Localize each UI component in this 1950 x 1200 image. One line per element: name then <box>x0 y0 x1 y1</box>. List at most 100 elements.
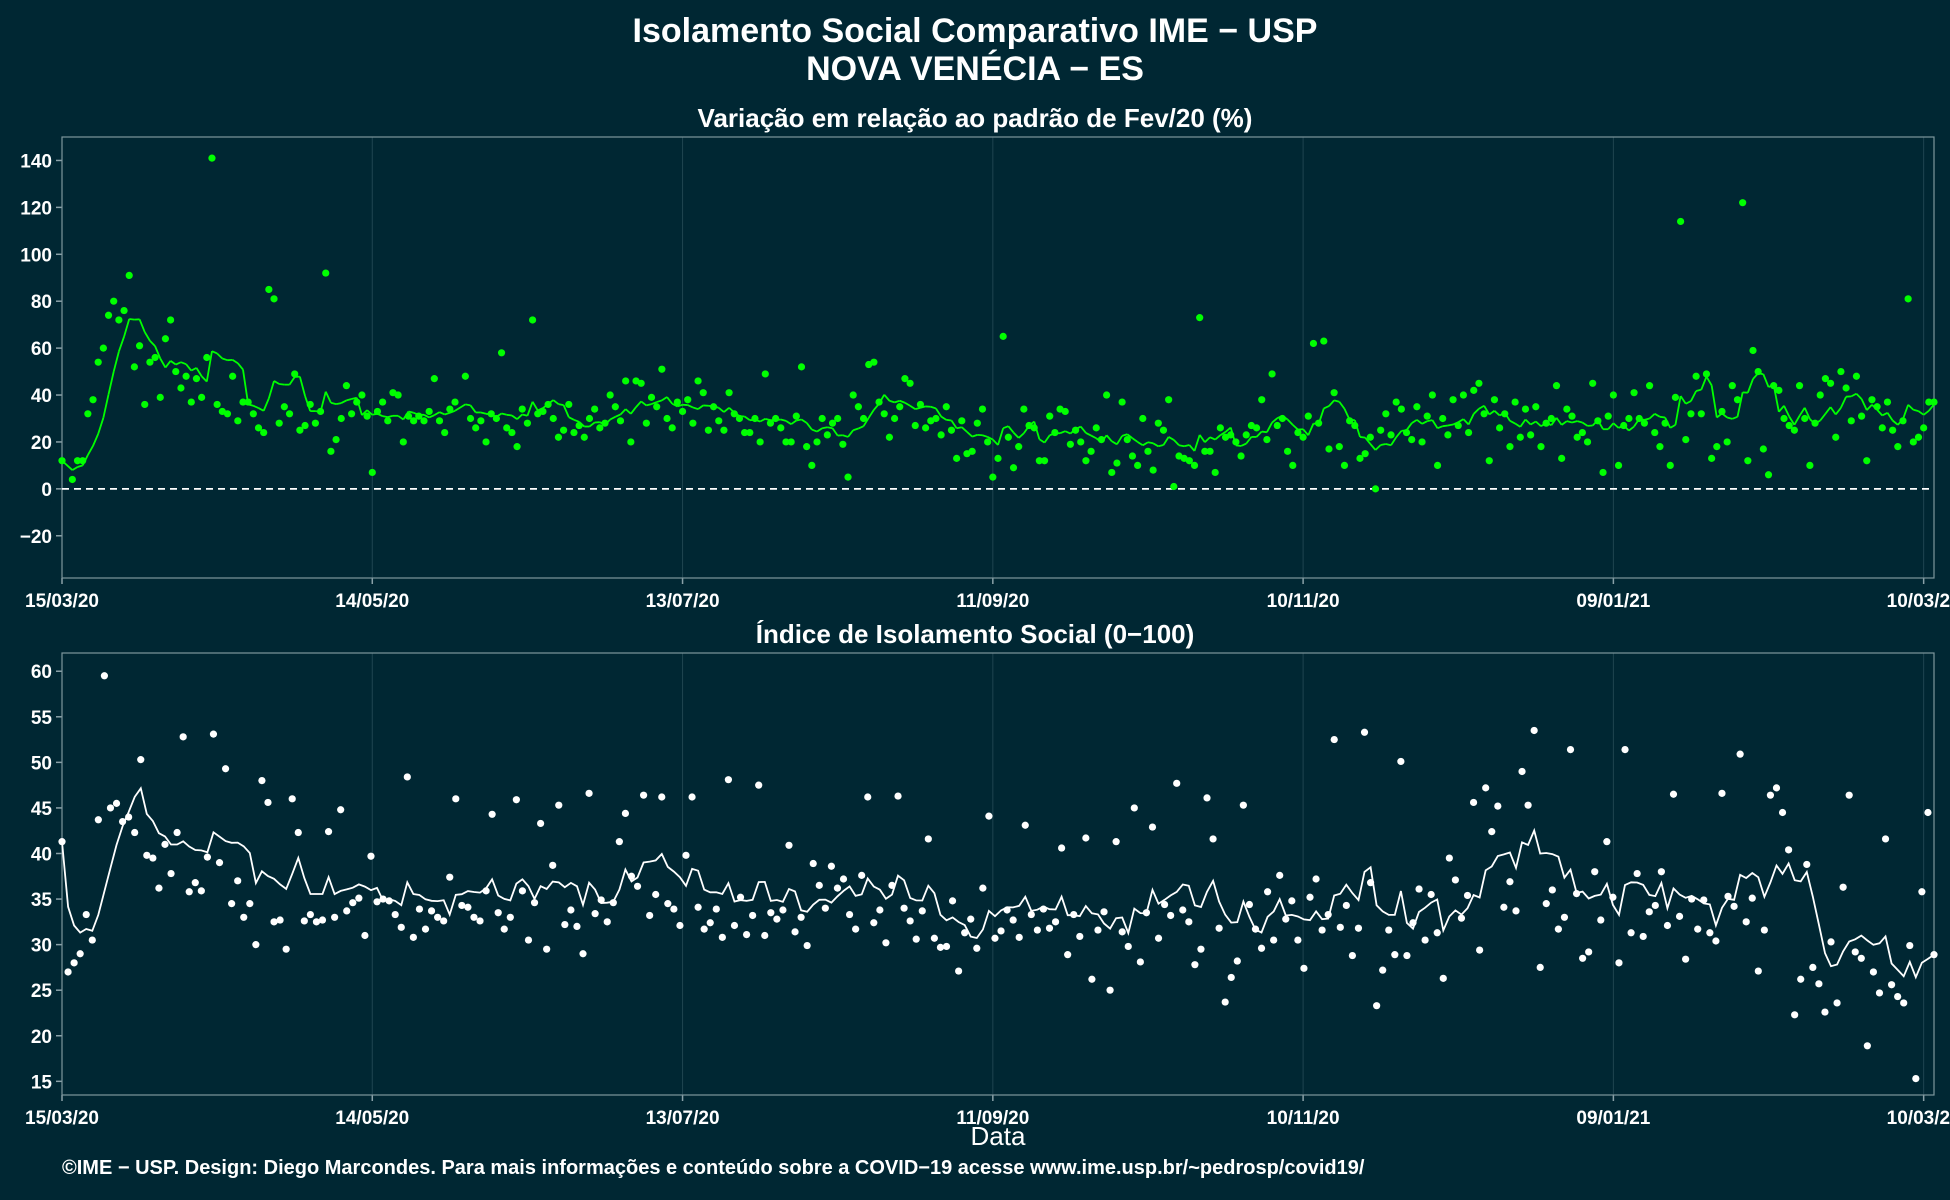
variation-moving-average-segment <box>1793 415 1801 426</box>
index-data-point <box>1270 936 1278 944</box>
variation-moving-average-segment <box>630 406 637 415</box>
index-data-point <box>948 897 957 905</box>
index-data-point <box>979 884 987 892</box>
index-data-point <box>1251 925 1260 933</box>
index-data-point <box>1772 784 1781 792</box>
variation-moving-average-segment <box>1555 417 1563 426</box>
variation-data-point <box>477 417 485 425</box>
variation-moving-average-segment <box>1462 418 1470 426</box>
index-data-point <box>1045 924 1054 932</box>
variation-moving-average-segment <box>697 404 704 410</box>
index-data-point <box>1179 906 1187 914</box>
variation-moving-average-segment <box>609 416 616 421</box>
index-y-tick-label: 55 <box>31 708 53 729</box>
variation-data-point <box>192 375 201 383</box>
variation-data-point <box>384 417 392 425</box>
variation-moving-average-segment <box>1219 431 1227 436</box>
variation-moving-average-segment <box>1255 430 1263 438</box>
variation-data-point <box>1351 421 1359 430</box>
variation-data-point <box>999 332 1007 340</box>
variation-moving-average-segment <box>195 367 203 377</box>
variation-data-point <box>684 396 692 404</box>
index-data-point <box>967 915 975 923</box>
index-data-point <box>1197 945 1205 953</box>
variation-data-point <box>544 400 552 409</box>
variation-moving-average-segment <box>190 367 197 372</box>
index-data-point <box>1027 910 1035 919</box>
variation-moving-average-segment <box>1902 404 1909 420</box>
index-data-point <box>1887 981 1896 989</box>
index-data-point <box>809 859 817 868</box>
index-data-point <box>1627 929 1635 937</box>
variation-data-point <box>1837 367 1845 376</box>
index-data-point <box>1524 801 1532 809</box>
index-data-point <box>1700 896 1708 904</box>
variation-data-point <box>353 398 361 406</box>
index-data-point <box>858 871 866 879</box>
variation-data-point <box>1868 396 1876 404</box>
index-data-point <box>1221 998 1229 1006</box>
variation-moving-average-segment <box>1369 443 1377 451</box>
variation-moving-average-segment <box>1762 373 1770 388</box>
variation-data-point <box>1733 396 1742 404</box>
index-data-point <box>597 896 605 904</box>
index-data-point <box>1857 954 1865 962</box>
variation-data-point <box>1858 412 1866 420</box>
index-data-point <box>1851 948 1859 956</box>
index-data-point <box>621 809 630 817</box>
variation-data-point <box>1051 428 1059 437</box>
variation-moving-average-segment <box>1043 434 1051 444</box>
index-data-point <box>300 917 308 925</box>
index-data-point <box>1476 946 1484 954</box>
variation-moving-average-segment <box>1168 436 1175 441</box>
variation-data-point <box>182 372 190 380</box>
variation-moving-average-segment <box>330 401 337 405</box>
variation-data-point <box>1408 436 1416 444</box>
index-data-point <box>1742 918 1750 926</box>
variation-moving-average-segment <box>899 399 906 404</box>
index-data-point <box>1058 844 1066 852</box>
variation-moving-average-segment <box>408 410 414 414</box>
variation-data-point <box>746 428 754 437</box>
variation-data-point <box>678 407 687 416</box>
variation-moving-average-segment <box>646 403 652 407</box>
variation-moving-average-segment <box>801 418 808 424</box>
index-data-point <box>1894 992 1902 1001</box>
variation-data-point <box>896 403 904 411</box>
index-data-point <box>1572 889 1581 898</box>
index-data-point <box>76 950 84 958</box>
variation-data-point <box>1909 438 1917 446</box>
variation-moving-average-segment <box>366 409 373 416</box>
variation-data-point <box>399 438 407 446</box>
variation-data-point <box>1842 384 1850 392</box>
variation-data-point <box>1821 375 1830 383</box>
variation-data-point <box>1439 414 1447 423</box>
variation-data-point <box>1542 419 1550 427</box>
variation-data-point <box>1609 391 1617 399</box>
index-data-point <box>94 816 102 824</box>
variation-moving-average-segment <box>469 404 477 413</box>
variation-data-point <box>1713 443 1721 451</box>
index-x-tick-label: 10/03/21 <box>1887 1108 1950 1129</box>
variation-moving-average-segment <box>1261 430 1268 434</box>
variation-data-point <box>1346 417 1354 425</box>
index-x-tick-label: 10/11/20 <box>1267 1108 1340 1129</box>
index-data-point <box>494 909 502 917</box>
variation-moving-average-segment <box>987 436 994 441</box>
variation-data-point <box>906 379 914 387</box>
variation-data-point <box>280 403 288 411</box>
variation-moving-average-segment <box>1644 417 1650 421</box>
variation-moving-average-segment <box>1173 439 1180 446</box>
variation-moving-average-segment <box>619 408 627 416</box>
variation-moving-average-segment <box>1736 392 1744 417</box>
index-data-point <box>1482 784 1490 792</box>
variation-data-point <box>1273 421 1281 430</box>
variation-moving-average-segment <box>1064 430 1071 435</box>
index-data-point <box>985 812 993 820</box>
variation-data-point <box>828 419 837 427</box>
index-data-point <box>1142 909 1151 917</box>
index-data-point <box>1663 921 1672 930</box>
variation-data-point <box>1102 391 1111 399</box>
variation-y-tick-label: 120 <box>20 198 52 219</box>
